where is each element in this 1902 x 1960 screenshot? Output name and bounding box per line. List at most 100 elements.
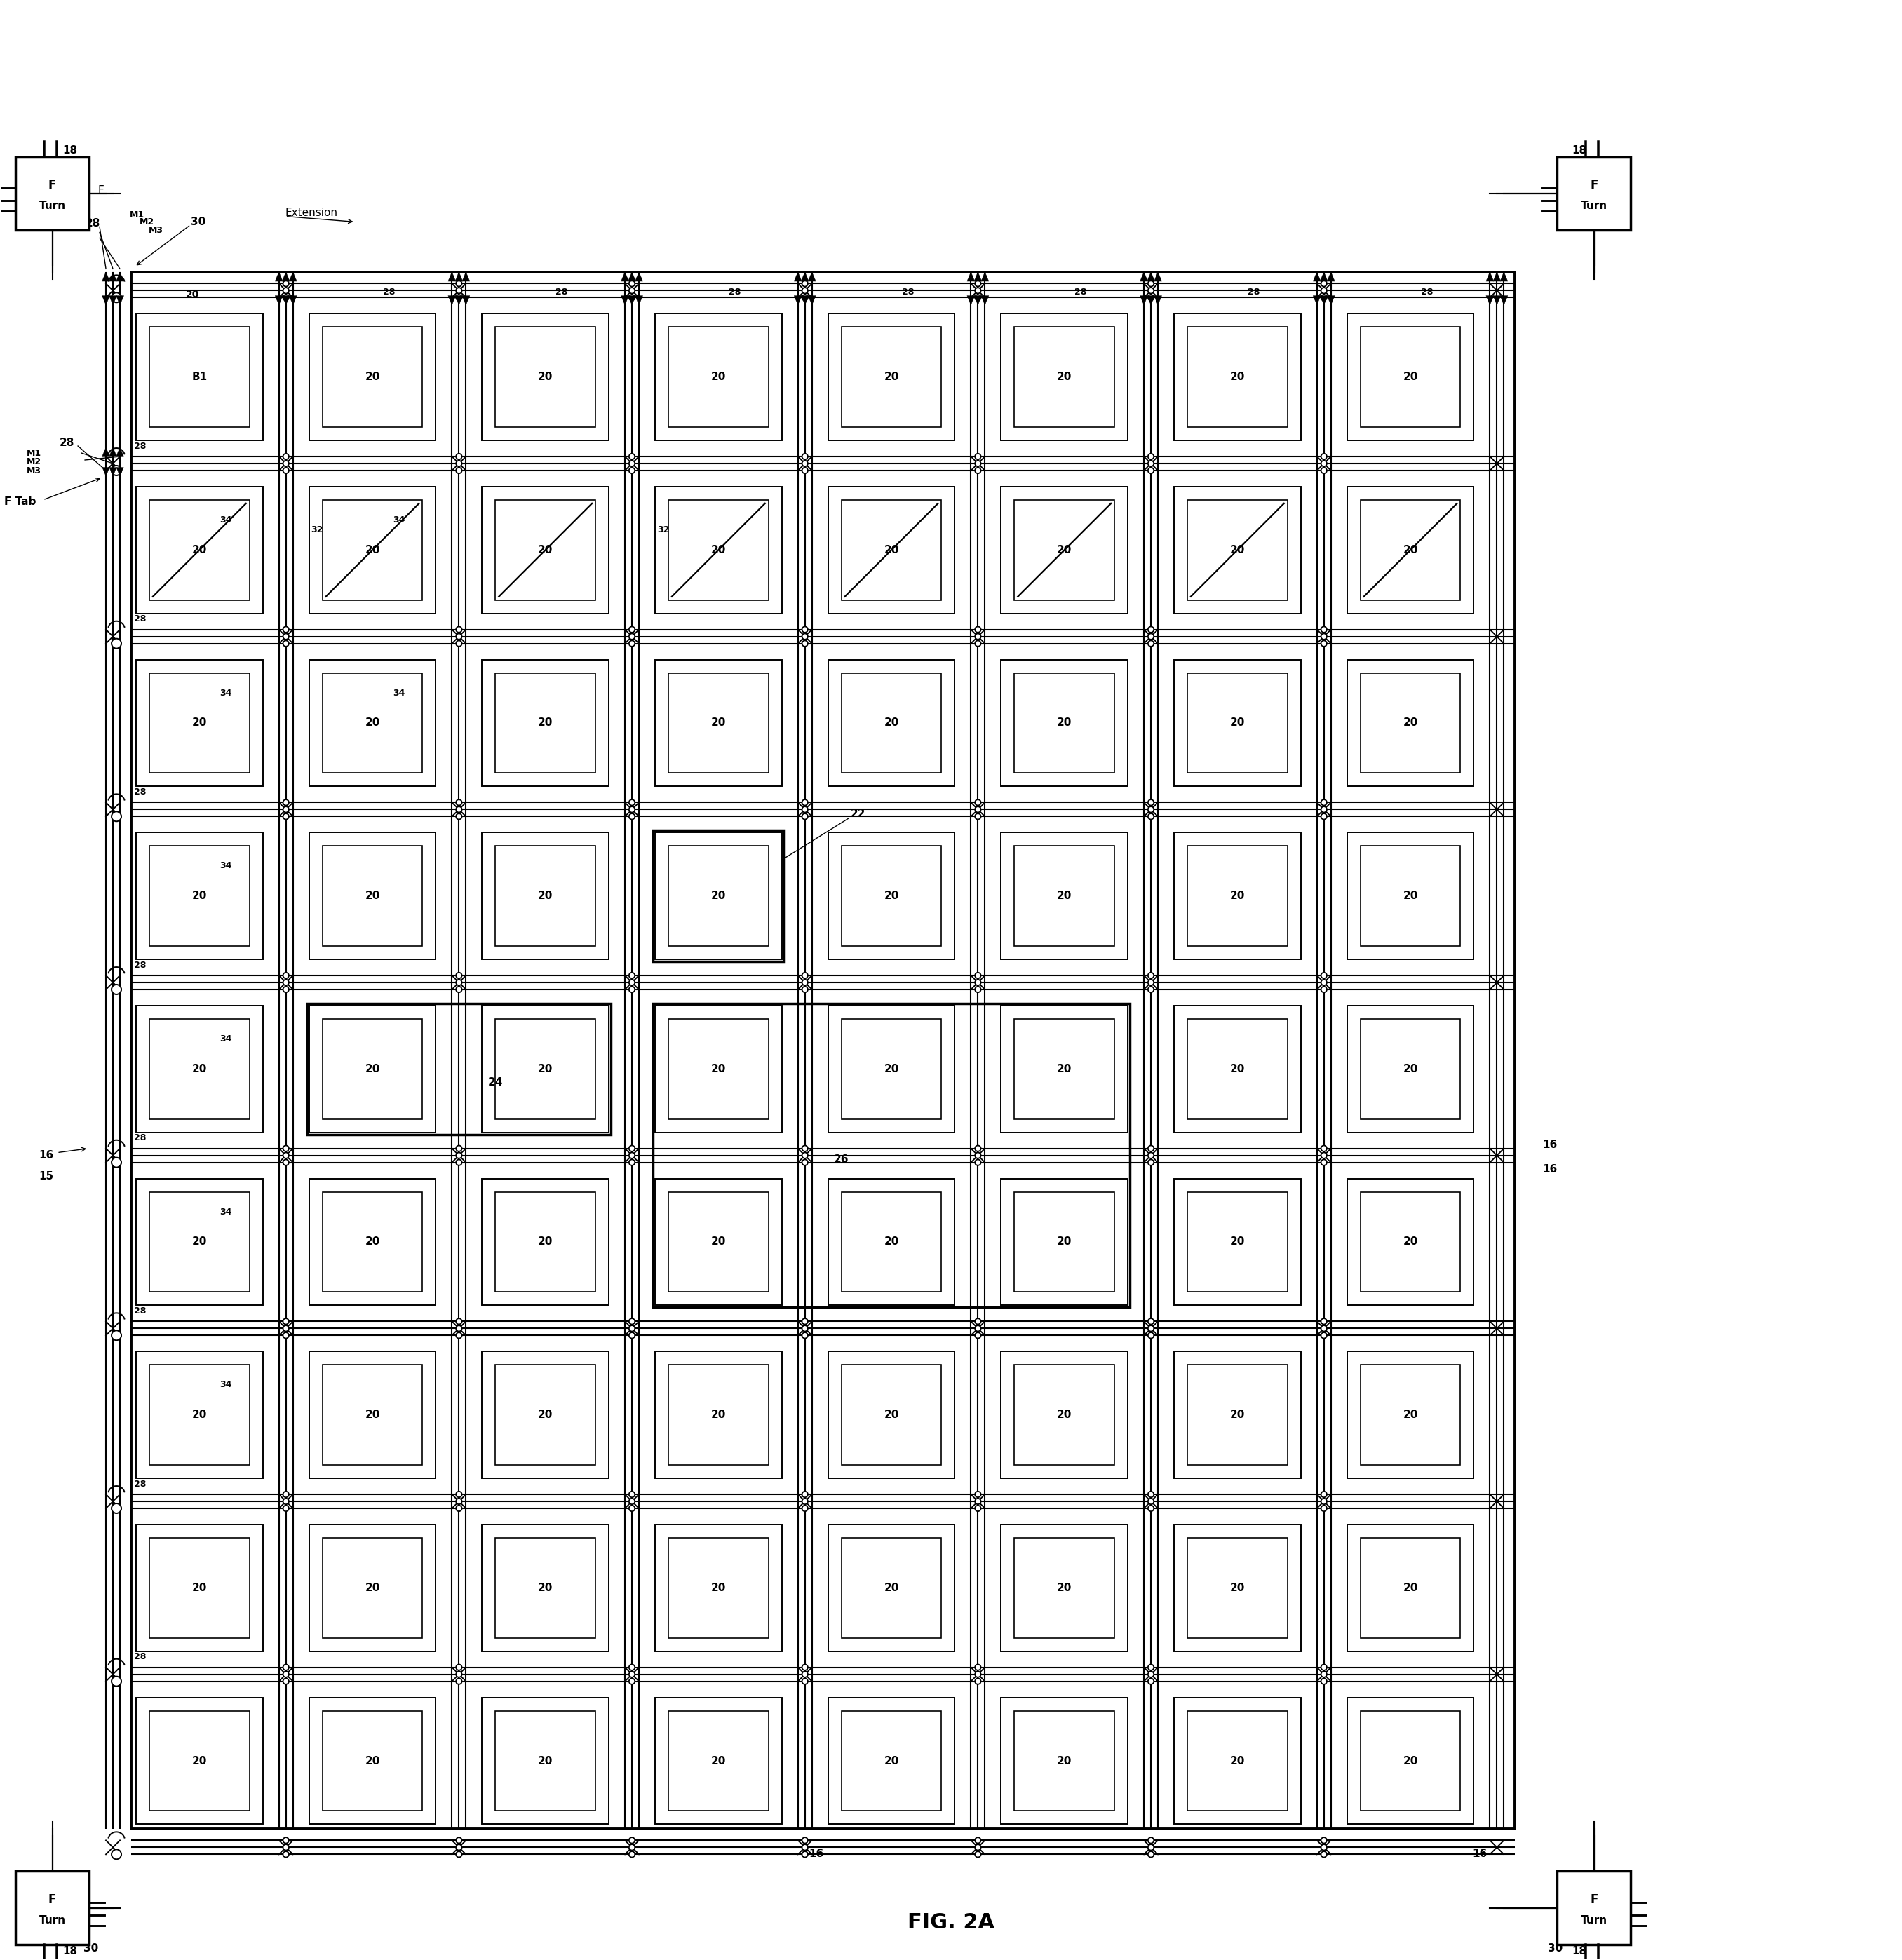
Text: 20: 20 xyxy=(365,372,380,382)
Text: 18: 18 xyxy=(63,1946,78,1956)
Bar xyxy=(481,1525,609,1650)
Polygon shape xyxy=(281,296,289,306)
Circle shape xyxy=(283,627,289,633)
Text: 20: 20 xyxy=(884,1237,900,1247)
Circle shape xyxy=(630,972,635,978)
Text: 20: 20 xyxy=(1404,1237,1417,1247)
Circle shape xyxy=(630,468,635,474)
Polygon shape xyxy=(628,296,635,306)
Bar xyxy=(827,1005,955,1133)
Bar xyxy=(1558,1872,1630,1944)
Circle shape xyxy=(456,1499,462,1505)
Text: 20: 20 xyxy=(1231,1582,1246,1593)
Bar xyxy=(481,1697,609,1825)
Bar xyxy=(15,1872,89,1944)
Bar xyxy=(1000,314,1128,441)
Bar xyxy=(495,847,595,947)
Text: 28: 28 xyxy=(133,1652,146,1662)
Bar xyxy=(1347,1525,1474,1650)
Circle shape xyxy=(1149,1319,1155,1325)
Text: 20: 20 xyxy=(711,890,727,902)
Polygon shape xyxy=(1147,272,1155,280)
Text: 28: 28 xyxy=(728,288,742,296)
Circle shape xyxy=(1149,627,1155,633)
Polygon shape xyxy=(1320,272,1328,280)
Circle shape xyxy=(112,639,122,649)
Bar xyxy=(1014,1192,1115,1292)
Bar xyxy=(1000,1178,1128,1305)
Bar xyxy=(321,500,422,600)
Circle shape xyxy=(283,1492,289,1497)
Circle shape xyxy=(1322,980,1328,986)
Text: 20: 20 xyxy=(1231,545,1246,555)
Text: 34: 34 xyxy=(221,688,232,698)
Circle shape xyxy=(1322,641,1328,647)
Circle shape xyxy=(976,1145,981,1151)
Polygon shape xyxy=(108,466,116,476)
Bar xyxy=(1000,486,1128,613)
Polygon shape xyxy=(108,447,116,457)
Bar xyxy=(481,1178,609,1305)
Circle shape xyxy=(630,1672,635,1678)
Text: 20: 20 xyxy=(1058,890,1073,902)
Circle shape xyxy=(283,1325,289,1331)
Text: 20: 20 xyxy=(192,1237,207,1247)
Bar xyxy=(1174,661,1301,786)
Text: 20: 20 xyxy=(1058,1064,1073,1074)
Bar xyxy=(1360,1539,1461,1639)
Bar xyxy=(481,314,609,441)
Bar xyxy=(495,500,595,600)
Circle shape xyxy=(630,1319,635,1325)
Circle shape xyxy=(803,1837,808,1842)
Bar xyxy=(150,1019,249,1119)
Bar xyxy=(1187,1711,1288,1811)
Text: 28: 28 xyxy=(1248,288,1259,296)
Circle shape xyxy=(976,280,981,286)
Text: 20: 20 xyxy=(1058,1582,1073,1593)
Circle shape xyxy=(1149,813,1155,819)
Circle shape xyxy=(456,627,462,633)
Circle shape xyxy=(283,1852,289,1858)
Polygon shape xyxy=(1485,296,1493,306)
Bar xyxy=(1187,1539,1288,1639)
Bar xyxy=(1187,327,1288,427)
Polygon shape xyxy=(1501,296,1508,306)
Circle shape xyxy=(1149,806,1155,811)
Bar xyxy=(1000,1697,1128,1825)
Polygon shape xyxy=(103,272,110,280)
Polygon shape xyxy=(449,272,456,280)
Circle shape xyxy=(976,1672,981,1678)
Bar xyxy=(321,1539,422,1639)
Bar xyxy=(150,327,249,427)
Circle shape xyxy=(456,294,462,300)
Circle shape xyxy=(1149,1325,1155,1331)
Bar xyxy=(321,1364,422,1464)
Text: 20: 20 xyxy=(365,545,380,555)
Circle shape xyxy=(456,1505,462,1511)
Circle shape xyxy=(283,1145,289,1151)
Text: 20: 20 xyxy=(884,1409,900,1421)
Text: M3: M3 xyxy=(148,225,164,235)
Text: 28: 28 xyxy=(133,960,146,970)
Text: 26: 26 xyxy=(833,1154,848,1164)
Circle shape xyxy=(456,1844,462,1850)
Circle shape xyxy=(283,980,289,986)
Bar xyxy=(841,1192,941,1292)
Text: 20: 20 xyxy=(884,545,900,555)
Polygon shape xyxy=(462,272,470,280)
Text: 20: 20 xyxy=(1404,545,1417,555)
Text: 28: 28 xyxy=(1421,288,1432,296)
Circle shape xyxy=(976,1664,981,1670)
Text: 20: 20 xyxy=(1231,890,1246,902)
Text: 24: 24 xyxy=(487,1078,502,1088)
Polygon shape xyxy=(103,466,110,476)
Circle shape xyxy=(976,1837,981,1842)
Polygon shape xyxy=(1501,272,1508,280)
Circle shape xyxy=(1149,1152,1155,1158)
Text: M2: M2 xyxy=(139,218,154,227)
Bar xyxy=(137,1178,262,1305)
Bar xyxy=(1347,1178,1474,1305)
Bar xyxy=(481,833,609,958)
Circle shape xyxy=(283,453,289,459)
Circle shape xyxy=(976,1160,981,1166)
